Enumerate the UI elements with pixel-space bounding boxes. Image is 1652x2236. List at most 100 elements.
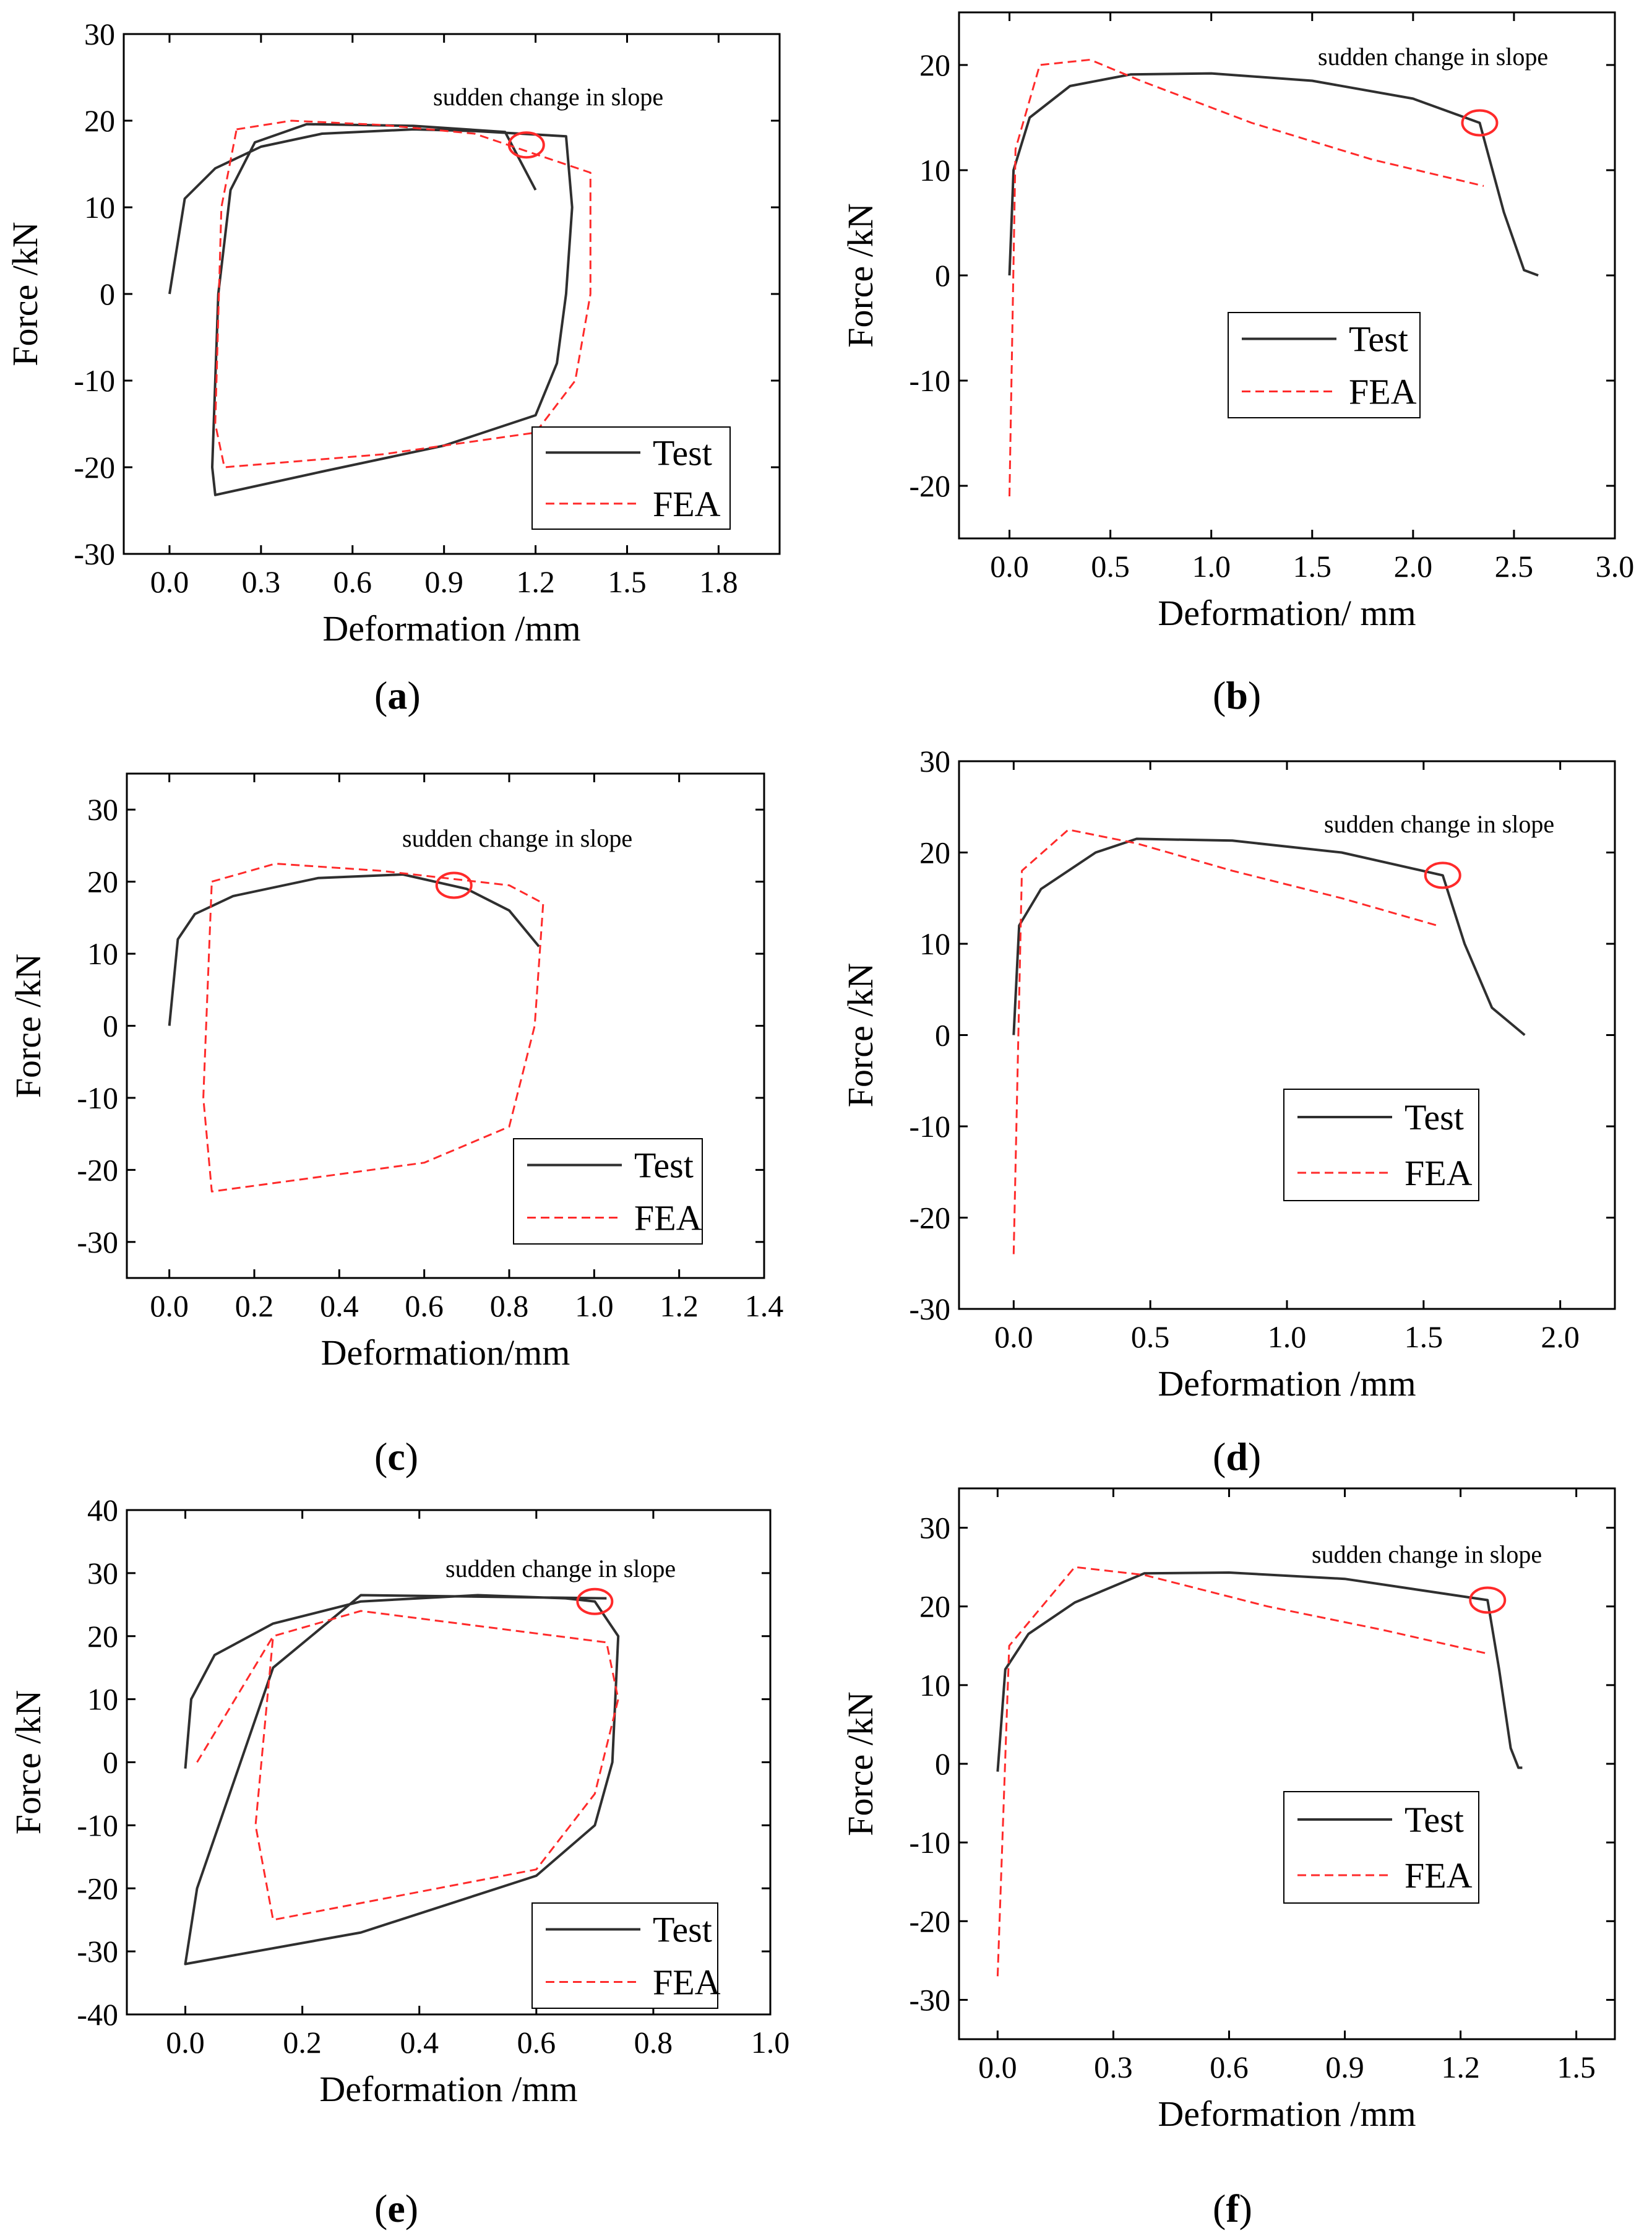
chart-panel-e: 0.0 0.2 0.4 0.6 0.8 1.0 -40 -30 -20 -10 0 10 20 30 40 D… [8, 1493, 789, 2230]
chart-panel-c: 0.0 0.2 0.4 0.6 0.8 1.0 1.2 1.4 -30 -20 -10 0 10 20 30… [8, 772, 783, 1478]
x-tick-label: 0.6 [333, 564, 372, 599]
series-line-test [168, 873, 540, 1026]
y-tick-label: 20 [87, 865, 118, 899]
x-tick-label: 1.8 [699, 564, 738, 599]
y-tick-label: -10 [77, 1081, 118, 1115]
panel-label: (a) [374, 673, 421, 717]
x-tick-label: 0.5 [1091, 549, 1130, 584]
y-tick-label: 10 [87, 1682, 118, 1717]
x-axis-label: Deformation /mm [319, 2069, 577, 2109]
x-tick-label: 0.2 [283, 2025, 322, 2060]
legend: Test FEA [531, 426, 731, 530]
x-tick-label: 1.5 [608, 564, 647, 599]
panel-label: (b) [1213, 673, 1261, 717]
series-group [184, 1594, 620, 1966]
annotation-text: sudden change in slope [402, 824, 632, 852]
legend-label-fea: FEA [1405, 1153, 1473, 1193]
series-line-test [996, 1571, 1523, 1772]
y-tick-label: 0 [100, 277, 115, 311]
chart-panel-a: 0.0 0.3 0.6 0.9 1.2 1.5 1.8 -30 -20 -10 0 10 20 30 Def… [5, 17, 781, 717]
x-axis-label: Deformation/ mm [1158, 593, 1416, 633]
x-axis-label: Deformation /mm [1158, 2094, 1416, 2134]
plot-frame [958, 760, 1616, 1310]
series-group [168, 119, 592, 496]
x-tick-label: 0.6 [517, 2025, 556, 2060]
x-tick-label: 1.2 [1441, 2050, 1480, 2084]
y-tick-label: 0 [935, 1018, 950, 1053]
y-axis-label: Force /kN [8, 954, 48, 1099]
x-tick-label: 1.0 [1268, 1319, 1307, 1354]
series-group [1012, 829, 1526, 1254]
y-tick-label: 0 [935, 1746, 950, 1781]
chart-panel-f: 0.0 0.3 0.6 0.9 1.2 1.5 -30 -20 -10 0 10 20 30 Deform… [840, 1487, 1616, 2230]
y-tick-label: -20 [909, 468, 950, 503]
y-tick-label: -30 [909, 1292, 950, 1326]
legend-label-test: Test [1405, 1800, 1464, 1840]
legend-label-test: Test [1349, 319, 1408, 360]
y-tick-label: 10 [919, 1668, 950, 1703]
y-tick-label: -10 [909, 1825, 950, 1860]
annotation-text: sudden change in slope [1324, 810, 1554, 838]
x-tick-label: 0.2 [235, 1289, 274, 1323]
y-tick-label: -10 [77, 1808, 118, 1842]
y-tick-label: -10 [74, 363, 115, 398]
slope-change-marker [576, 1587, 614, 1615]
y-tick-label: 20 [919, 835, 950, 870]
x-axis-label: Deformation/mm [321, 1332, 570, 1373]
annotation-text: sudden change in slope [1318, 43, 1548, 71]
x-tick-label: 1.5 [1293, 549, 1332, 584]
x-tick-label: 0.9 [424, 564, 463, 599]
series-group [996, 1566, 1523, 1977]
legend-label-test: Test [634, 1146, 694, 1186]
y-tick-label: 10 [84, 190, 115, 225]
x-tick-label: 0.0 [990, 549, 1029, 584]
x-tick-label: 0.8 [490, 1289, 529, 1323]
legend: Test FEA [513, 1138, 703, 1245]
series-group [1008, 59, 1539, 497]
y-tick-label: 10 [87, 936, 118, 971]
chart-panel-d: 0.0 0.5 1.0 1.5 2.0 -30 -20 -10 0 10 20 30 Deformati… [840, 744, 1616, 1478]
x-tick-label: 0.4 [400, 2025, 439, 2060]
y-tick-label: -30 [77, 1934, 118, 1969]
legend-label-fea: FEA [653, 484, 721, 524]
x-tick-label: 0.3 [1094, 2050, 1133, 2084]
series-line-fea [1012, 829, 1438, 1254]
y-axis-label: Force /kN [8, 1690, 48, 1835]
y-axis-label: Force /kN [840, 1691, 880, 1836]
y-tick-label: 20 [84, 103, 115, 138]
chart-panel-b: 0.0 0.5 1.0 1.5 2.0 2.5 3.0 -20 -10 0 10 20 Deformat… [840, 11, 1634, 717]
slope-change-marker [507, 131, 545, 159]
series-group [168, 863, 544, 1193]
x-tick-label: 0.9 [1325, 2050, 1364, 2084]
y-tick-label: 30 [919, 744, 950, 779]
y-axis-label: Force /kN [840, 963, 880, 1108]
legend: Test FEA [1283, 1791, 1479, 1904]
legend-box [1228, 312, 1421, 418]
y-tick-label: 30 [87, 1556, 118, 1591]
x-tick-label: 0.4 [320, 1289, 359, 1323]
y-tick-label: 10 [919, 926, 950, 961]
annotation-text: sudden change in slope [1312, 1540, 1542, 1568]
legend-label-fea: FEA [1405, 1855, 1473, 1896]
series-line-fea [1009, 59, 1484, 497]
y-tick-label: 20 [87, 1619, 118, 1654]
x-tick-label: 1.2 [660, 1289, 699, 1323]
y-tick-label: 30 [919, 1511, 950, 1545]
x-tick-label: 1.5 [1557, 2050, 1596, 2084]
y-tick-label: 20 [919, 1589, 950, 1624]
legend-label-test: Test [1405, 1097, 1464, 1137]
plot-frame [958, 11, 1616, 540]
y-tick-label: 30 [87, 792, 118, 827]
legend-box [1283, 1791, 1479, 1904]
x-tick-label: 0.3 [242, 564, 281, 599]
x-axis-label: Deformation /mm [1158, 1363, 1416, 1404]
x-tick-label: 0.5 [1131, 1319, 1170, 1354]
x-tick-label: 1.0 [751, 2025, 790, 2060]
y-tick-label: -20 [77, 1152, 118, 1187]
y-tick-label: -20 [909, 1904, 950, 1938]
slope-change-marker [1469, 1586, 1507, 1614]
legend-label-fea: FEA [653, 1962, 721, 2003]
legend-label-fea: FEA [1349, 372, 1417, 412]
y-tick-label: -30 [74, 537, 115, 571]
